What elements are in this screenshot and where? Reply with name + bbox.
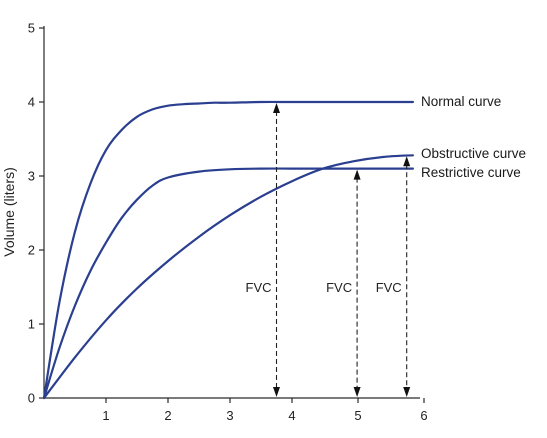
x-tick-label: 4: [288, 408, 295, 423]
restrictive-curve-label: Restrictive curve: [421, 165, 521, 180]
fvc-markers: FVC FVC FVC: [246, 103, 411, 397]
y-tick-label: 5: [28, 21, 35, 36]
x-tick-label: 1: [102, 408, 109, 423]
x-tick-label: 6: [420, 408, 427, 423]
arrow-down-icon: [403, 387, 411, 397]
normal-curve: [42, 100, 414, 400]
y-tick-label: 1: [28, 317, 35, 332]
x-tick-label: 2: [164, 408, 171, 423]
axes: [43, 26, 420, 399]
obstructive-curve-label: Obstructive curve: [421, 146, 526, 161]
curves: [42, 100, 414, 400]
y-axis-title: Volume (liters): [1, 167, 17, 256]
x-tick-label: 3: [226, 408, 233, 423]
arrow-down-icon: [273, 387, 280, 397]
arrow-down-icon: [353, 387, 361, 397]
y-tick-label: 4: [28, 95, 35, 110]
y-tick-label: 2: [28, 243, 35, 258]
obstructive-curve: [42, 154, 414, 400]
restrictive-curve: [42, 167, 414, 400]
fvc-label: FVC: [326, 280, 352, 295]
x-tick-label: 5: [354, 408, 361, 423]
y-tick-label: 3: [28, 169, 35, 184]
normal-curve-label: Normal curve: [421, 94, 501, 109]
arrow-up-icon: [353, 169, 361, 180]
arrow-up-icon: [273, 103, 280, 113]
fvc-label: FVC: [246, 280, 272, 295]
ticks: 0 1 2 3 4 5 1 2 3 4 5 6: [28, 21, 428, 424]
curve-labels: Normal curve Obstructive curve Restrictive…: [421, 94, 526, 180]
y-tick-label: 0: [28, 391, 35, 406]
arrow-up-icon: [403, 156, 411, 167]
fvc-label: FVC: [376, 280, 402, 295]
